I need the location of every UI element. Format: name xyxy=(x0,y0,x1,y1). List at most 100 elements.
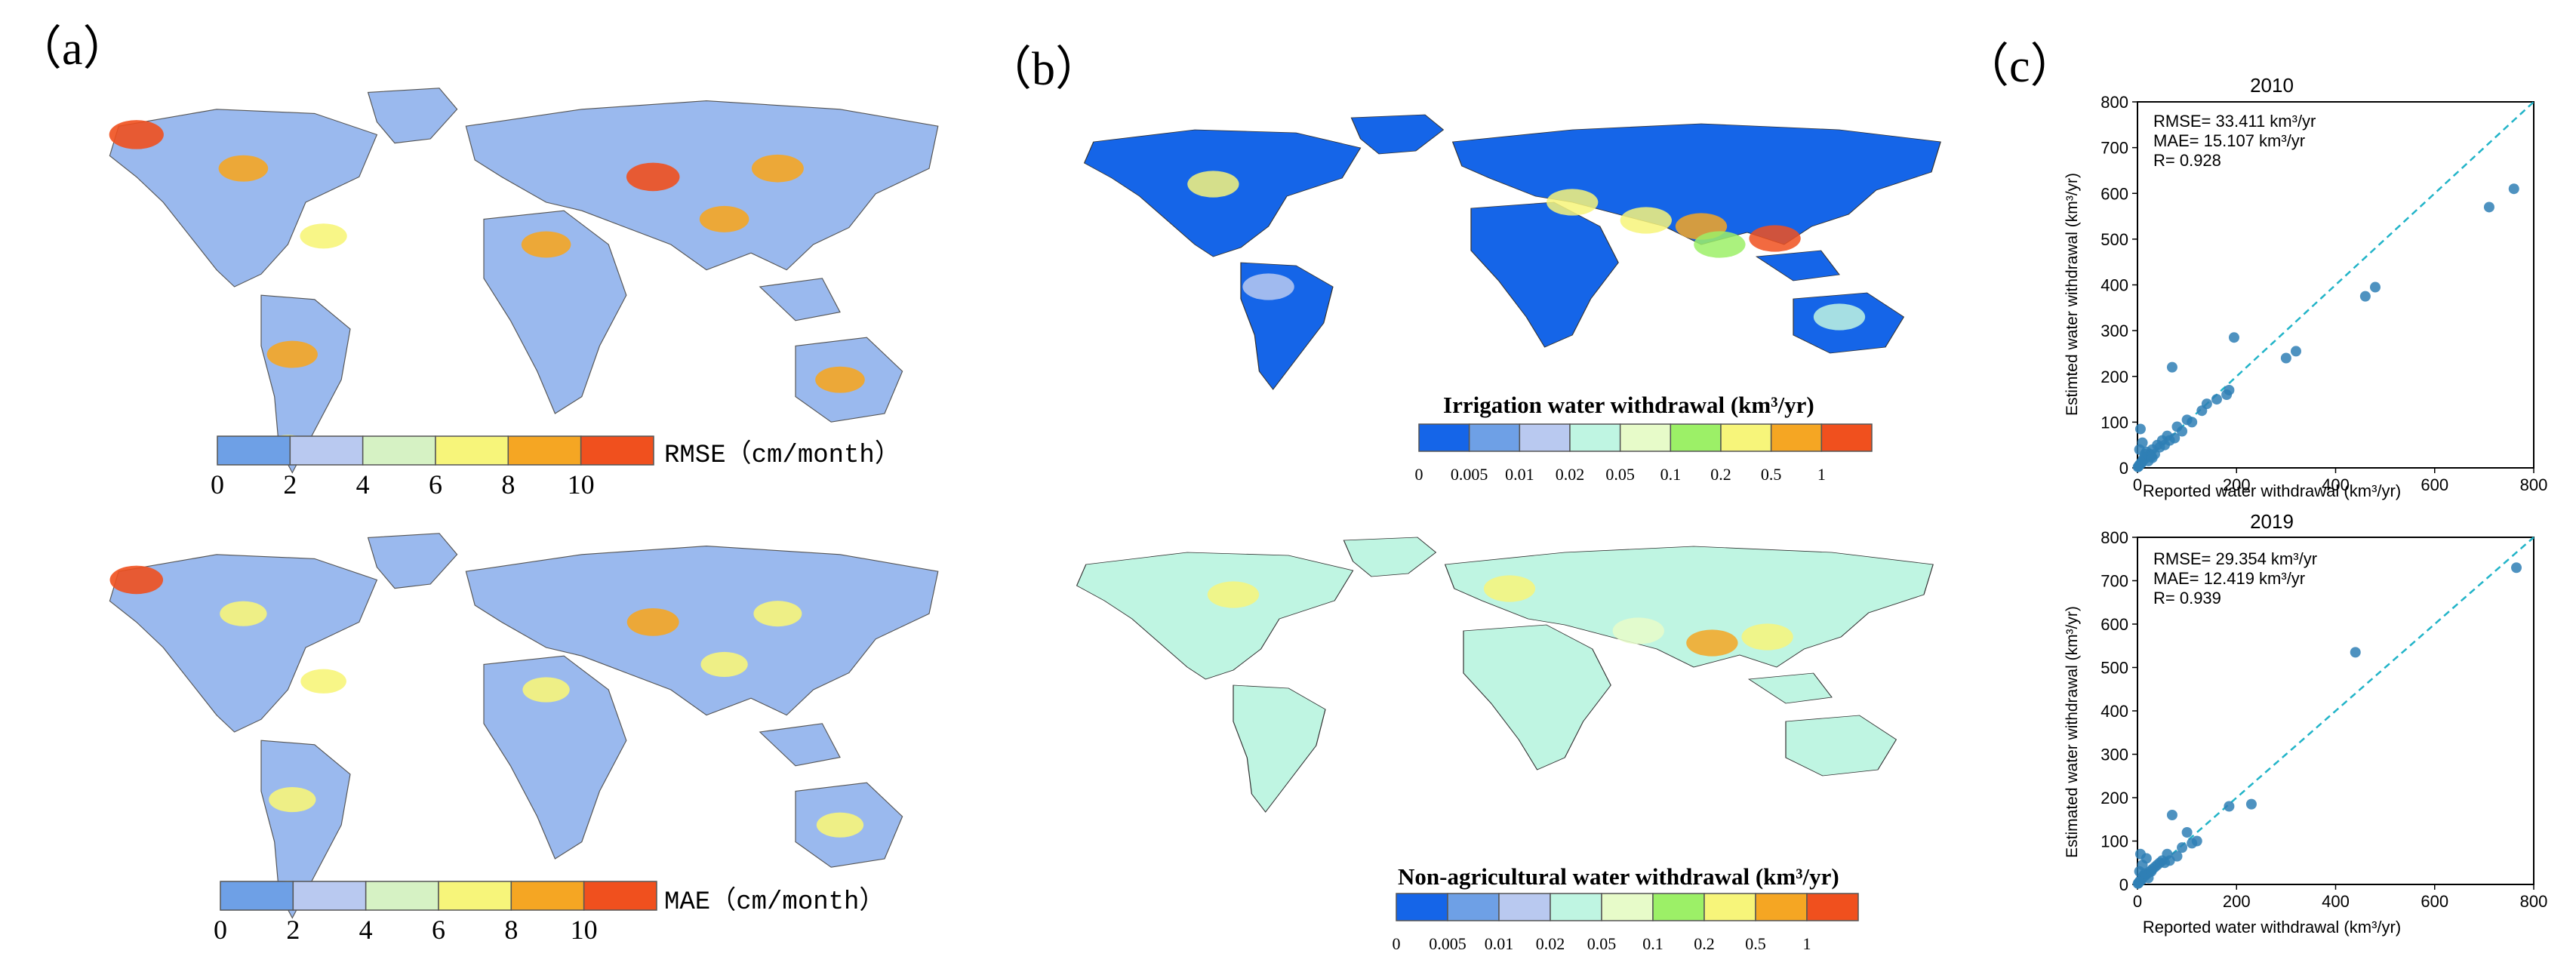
mae-hotspot-0 xyxy=(109,565,164,595)
colorbar-rmse-swatch-4 xyxy=(507,435,582,466)
colorbar-nonagri-swatch-1 xyxy=(1447,893,1500,921)
colorbar-rmse-swatch-2 xyxy=(362,435,436,466)
colorbar-nonagri-swatch-2 xyxy=(1498,893,1551,921)
scatter-2010-point-5 xyxy=(2280,352,2291,364)
colorbar-nonagri: Non-agricultural water withdrawal (km³/y… xyxy=(1393,863,1859,953)
scatter-2010-point-11 xyxy=(2196,405,2208,417)
scatter-2019: 2019 Reported water withdrawal (km³/yr) … xyxy=(2064,510,2547,937)
colorbar-nonagri-swatch-8 xyxy=(1806,893,1859,921)
colorbar-nonagri-swatch-0 xyxy=(1396,893,1448,921)
colorbar-mae-swatch-4 xyxy=(510,881,585,911)
map-nonagri-hotspots xyxy=(1207,575,1793,657)
colorbar-nonagri-tick-5: 0.1 xyxy=(1642,934,1663,953)
scatter-2019-ytick-1: 100 xyxy=(2101,832,2128,851)
scatter-2010-xtick-4: 800 xyxy=(2520,475,2548,494)
colorbar-nonagri-tick-2: 0.01 xyxy=(1485,934,1514,953)
colorbar-irrigation-swatch-0 xyxy=(1418,423,1470,452)
colorbar-nonagri-tick-3: 0.02 xyxy=(1536,934,1565,953)
colorbar-irrigation-swatch-5 xyxy=(1670,423,1722,452)
irrigation-hotspot-1 xyxy=(1620,207,1672,234)
colorbar-nonagri-swatch-4 xyxy=(1601,893,1654,921)
rmse-hotspot-0 xyxy=(109,120,164,149)
scatter-2019-ytick-5: 500 xyxy=(2101,659,2128,678)
colorbar-mae-tick-5: 10 xyxy=(571,915,598,945)
colorbar-rmse-tick-0: 0 xyxy=(211,469,224,500)
colorbar-irrigation-swatch-1 xyxy=(1468,423,1521,452)
scatter-2019-ytick-2: 200 xyxy=(2101,789,2128,807)
colorbar-irrigation-swatch-4 xyxy=(1619,423,1672,452)
irrigation-hotspot-7 xyxy=(1242,273,1294,300)
scatter-2019-point-20 xyxy=(2132,878,2144,889)
scatter-2010-point-37 xyxy=(2137,437,2148,448)
panel-label-a: （a） xyxy=(15,23,130,75)
colorbar-irrigation: Irrigation water withdrawal (km³/yr) 0 0.… xyxy=(1415,392,1873,484)
scatter-2019-stat-rmse: RMSE= 29.354 km³/yr xyxy=(2153,549,2317,568)
colorbar-mae-tick-4: 8 xyxy=(504,915,518,945)
scatter-2010-ytick-2: 200 xyxy=(2101,368,2128,386)
colorbar-rmse-swatch-0 xyxy=(217,435,291,466)
map-mae-hotspots xyxy=(109,565,864,905)
scatter-2010-point-35 xyxy=(2134,423,2146,435)
colorbar-nonagri-tick-4: 0.05 xyxy=(1587,934,1617,953)
scatter-2010-stat-mae: MAE= 15.107 km³/yr xyxy=(2153,131,2305,150)
mae-hotspot-5 xyxy=(626,608,679,636)
rmse-hotspot-2 xyxy=(300,223,347,249)
scatter-2019-ytick-0: 0 xyxy=(2119,875,2128,894)
colorbar-irrigation-title: Irrigation water withdrawal (km³/yr) xyxy=(1443,392,1814,418)
colorbar-rmse-swatch-1 xyxy=(289,435,364,466)
scatter-2010-ylabel: Estimted water withdrawal (km³/yr) xyxy=(2064,173,2081,416)
rmse-hotspot-3 xyxy=(266,340,318,368)
colorbar-rmse-label: RMSE（cm/month） xyxy=(664,439,900,470)
scatter-2010-stat-rmse: RMSE= 33.411 km³/yr xyxy=(2153,112,2316,131)
mae-hotspot-7 xyxy=(753,601,802,627)
colorbar-rmse-tick-4: 8 xyxy=(501,469,515,500)
colorbar-mae-swatch-5 xyxy=(583,881,657,911)
colorbar-mae-swatch-3 xyxy=(438,881,512,911)
scatter-2019-point-34 xyxy=(2159,857,2171,869)
irrigation-hotspot-2 xyxy=(1547,189,1599,216)
scatter-2019-point-2 xyxy=(2245,798,2257,810)
colorbar-mae-tick-2: 4 xyxy=(359,915,373,945)
scatter-2019-xtick-3: 600 xyxy=(2421,892,2448,911)
scatter-2010-ytick-6: 600 xyxy=(2101,184,2128,203)
scatter-2010-ytick-1: 100 xyxy=(2101,413,2128,432)
scatter-2010-ytick-0: 0 xyxy=(2119,459,2128,478)
scatter-2019-ytick-3: 300 xyxy=(2101,746,2128,764)
colorbar-nonagri-tick-0: 0 xyxy=(1393,934,1401,953)
map-nonagri xyxy=(1076,537,1934,813)
scatter-2019-point-6 xyxy=(2177,842,2188,854)
colorbar-irrigation-swatch-2 xyxy=(1519,423,1571,452)
colorbar-irrigation-tick-5: 0.1 xyxy=(1660,465,1682,484)
scatter-2010-xtick-2: 400 xyxy=(2322,475,2350,494)
scatter-2019-point-5 xyxy=(2187,838,2198,849)
colorbar-irrigation-tick-2: 0.01 xyxy=(1505,465,1534,484)
mae-hotspot-2 xyxy=(300,669,346,694)
colorbar-mae-label: MAE（cm/month） xyxy=(664,886,885,917)
colorbar-mae: MAE（cm/month） 0 2 4 6 8 10 xyxy=(214,881,885,945)
scatter-2019-point-33 xyxy=(2146,866,2157,877)
irrigation-hotspot-4 xyxy=(1187,171,1239,198)
colorbar-mae-tick-0: 0 xyxy=(214,915,227,945)
scatter-2019-point-26 xyxy=(2181,827,2193,838)
scatter-2019-stat-r: R= 0.939 xyxy=(2153,589,2221,607)
colorbar-nonagri-tick-7: 0.5 xyxy=(1745,934,1766,953)
scatter-2010-xlabel: Reported water withdrawal (km³/yr) xyxy=(2143,481,2401,500)
colorbar-nonagri-tick-6: 0.2 xyxy=(1694,934,1715,953)
rmse-hotspot-5 xyxy=(626,162,680,192)
scatter-2019-ytick-7: 700 xyxy=(2101,572,2128,591)
scatter-2019-xlabel: Reported water withdrawal (km³/yr) xyxy=(2143,918,2401,937)
irrigation-hotspot-5 xyxy=(1694,231,1746,258)
scatter-2019-one-to-one-line xyxy=(2137,537,2534,885)
colorbar-irrigation-swatch-7 xyxy=(1770,423,1823,452)
colorbar-mae-tick-1: 2 xyxy=(286,915,300,945)
scatter-2010-point-31 xyxy=(2166,361,2177,373)
nonagri-hotspot-1 xyxy=(1483,575,1536,602)
scatter-2010-point-44 xyxy=(2147,452,2158,463)
rmse-hotspot-7 xyxy=(751,154,804,183)
rmse-hotspot-8 xyxy=(815,366,865,393)
scatter-2010-ytick-8: 800 xyxy=(2101,93,2128,112)
colorbar-mae-swatch-2 xyxy=(365,881,439,911)
colorbar-irrigation-tick-4: 0.05 xyxy=(1605,465,1635,484)
scatter-2019-ytick-8: 800 xyxy=(2101,528,2128,547)
